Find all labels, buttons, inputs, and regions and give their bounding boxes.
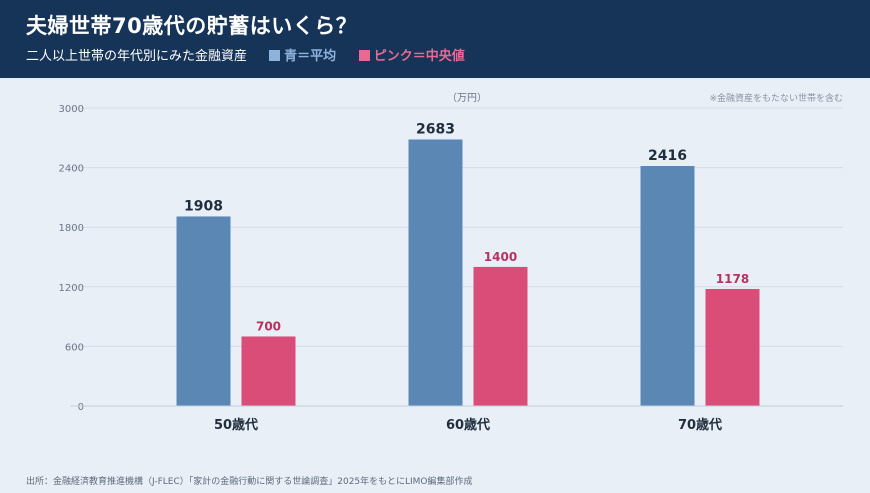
note-label: ※金融資産をもたない世帯を含む [709,92,843,104]
chart-title: 夫婦世帯70歳代の貯蓄はいくら？ [26,14,358,38]
bar-average [408,139,463,407]
x-category-label: 60歳代 [446,417,490,433]
bar-average [640,166,695,406]
x-axis-categories: 50歳代 60歳代 70歳代 [214,417,722,433]
y-tick-label: 2400 [59,164,84,175]
bar-median [241,336,296,406]
value-label-average: 2416 [648,148,687,164]
subtitle-text: 二人以上世帯の年代別にみた金融資産 [26,49,248,64]
value-label-median: 1400 [484,250,517,264]
bars [176,139,760,407]
y-tick-label: 1200 [59,283,84,294]
y-tick-label: 1800 [59,223,84,234]
legend-average-label: 青＝平均 [284,49,337,64]
y-tick-label: 600 [65,342,84,353]
source-note: 出所：金融経済教育推進機構（J-FLEC）「家計の金融行動に関する世論調査」20… [26,477,473,487]
bar-median [473,266,528,406]
value-labels: 1908 700 2683 1400 2416 1178 [184,121,749,333]
value-label-median: 700 [256,319,281,333]
bar-median [705,288,760,406]
x-category-label: 50歳代 [214,417,258,433]
y-axis-ticks: 0 600 1200 1800 2400 3000 [59,104,84,413]
bar-average [176,216,231,406]
legend-average: 青＝平均 [269,49,341,64]
value-label-average: 1908 [184,198,223,214]
y-tick-label: 0 [78,402,84,413]
x-category-label: 70歳代 [678,417,722,433]
chart-header: 夫婦世帯70歳代の貯蓄はいくら？ 二人以上世帯の年代別にみた金融資産 青＝平均 … [0,0,870,78]
chart-subtitle: 二人以上世帯の年代別にみた金融資産 青＝平均 ピンク＝中央値 [26,45,465,64]
bar-chart: 0 600 1200 1800 2400 3000 （万円） ※金融資産をもたない世帯を含… [59,92,843,433]
legend-median-label: ピンク＝中央値 [373,49,465,64]
unit-label: （万円） [447,92,487,104]
legend-average-swatch [269,50,281,61]
value-label-average: 2683 [416,121,455,137]
legend-median: ピンク＝中央値 [358,49,465,64]
legend-median-swatch [358,50,370,61]
y-tick-label: 3000 [59,104,84,115]
value-label-median: 1178 [716,272,749,286]
